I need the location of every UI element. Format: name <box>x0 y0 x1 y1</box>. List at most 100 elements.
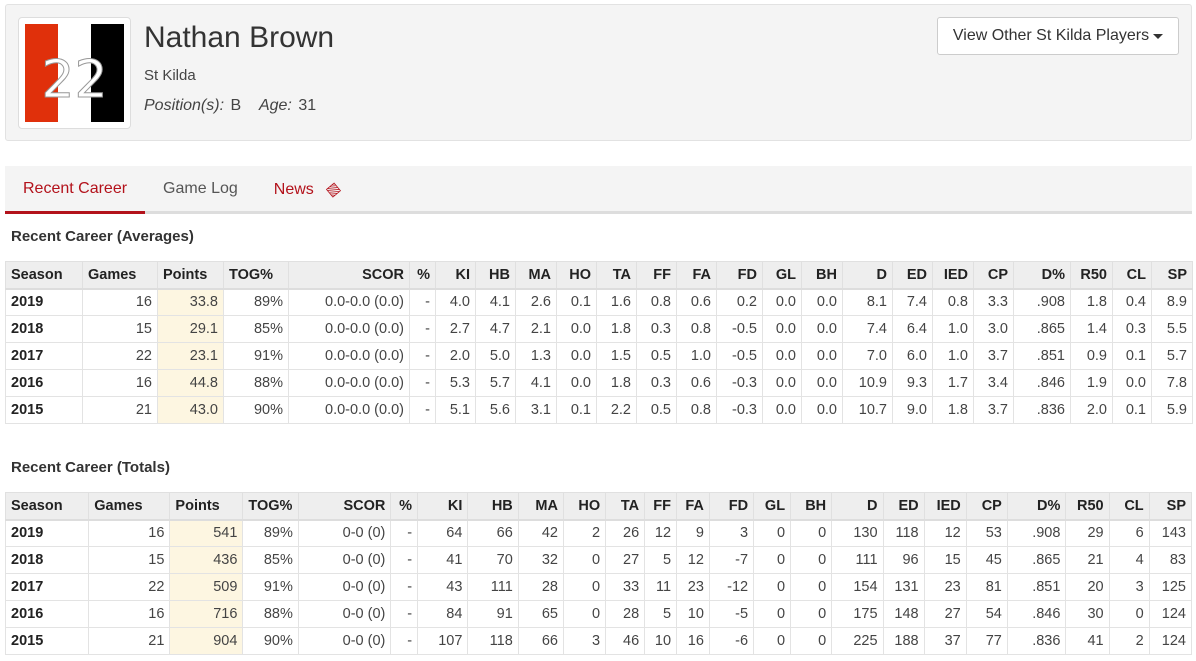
column-header[interactable]: Season <box>4 492 90 521</box>
column-header[interactable]: KI <box>417 492 469 521</box>
table-cell: 0.0 <box>762 342 802 370</box>
table-cell: 7.4 <box>842 315 893 343</box>
column-header[interactable]: TA <box>605 492 646 521</box>
column-header[interactable]: R50 <box>1065 492 1110 521</box>
table-cell: 0.9 <box>1070 342 1113 370</box>
table-cell: 1.8 <box>596 315 637 343</box>
table-cell: -12 <box>708 573 755 601</box>
column-header[interactable]: TA <box>596 261 637 290</box>
position-value: B <box>230 97 242 114</box>
column-header[interactable]: TOG% <box>223 261 289 290</box>
table-cell: 16 <box>676 627 710 655</box>
column-header[interactable]: BH <box>801 261 843 290</box>
table-cell: 0.0 <box>801 369 843 397</box>
column-header[interactable]: Points <box>157 261 224 290</box>
table-cell: 5.6 <box>475 396 516 424</box>
table-cell: 15 <box>88 546 171 574</box>
table-cell: 0.0 <box>556 369 597 397</box>
table-cell: 66 <box>467 519 519 547</box>
column-header[interactable]: FD <box>708 492 755 521</box>
column-header[interactable]: FD <box>716 261 763 290</box>
column-header[interactable]: KI <box>435 261 476 290</box>
column-header[interactable]: CL <box>1108 492 1150 521</box>
table-cell: 0 <box>753 546 792 574</box>
table-cell: 904 <box>169 627 244 655</box>
table-cell: 1.5 <box>596 342 637 370</box>
view-other-players-dropdown[interactable]: View Other St Kilda Players <box>937 17 1179 55</box>
tab-recent-career[interactable]: Recent Career <box>5 166 146 214</box>
column-header[interactable]: GL <box>762 261 802 290</box>
table-cell: 22 <box>82 342 158 370</box>
column-header[interactable]: CL <box>1112 261 1152 290</box>
column-header[interactable]: % <box>409 261 436 290</box>
column-header[interactable]: SP <box>1148 492 1193 521</box>
table-cell: - <box>409 369 436 397</box>
table-cell: 2016 <box>5 369 83 397</box>
column-header[interactable]: D <box>831 492 884 521</box>
table-cell: 12 <box>644 519 678 547</box>
column-header[interactable]: BH <box>790 492 833 521</box>
column-header[interactable]: HO <box>562 492 607 521</box>
column-header[interactable]: % <box>390 492 419 521</box>
column-header[interactable]: D% <box>1013 261 1071 290</box>
table-cell: 1.8 <box>596 369 637 397</box>
table-cell: 118 <box>467 627 519 655</box>
table-cell: 118 <box>882 519 925 547</box>
column-header[interactable]: ED <box>892 261 933 290</box>
column-header[interactable]: D <box>842 261 893 290</box>
table-cell: 70 <box>467 546 519 574</box>
column-header[interactable]: SCOR <box>288 261 410 290</box>
column-header[interactable]: CP <box>965 492 1008 521</box>
table-cell: 5.5 <box>1151 315 1193 343</box>
table-cell: 10.9 <box>842 369 893 397</box>
table-cell: .836 <box>1006 627 1067 655</box>
column-header[interactable]: Season <box>5 261 83 290</box>
column-header[interactable]: HB <box>467 492 519 521</box>
column-header[interactable]: HO <box>556 261 597 290</box>
column-header[interactable]: MA <box>517 492 564 521</box>
table-cell: -0.5 <box>716 315 763 343</box>
column-header[interactable]: Games <box>88 492 171 521</box>
column-header[interactable]: IED <box>932 261 974 290</box>
column-header[interactable]: CP <box>973 261 1014 290</box>
column-header[interactable]: FA <box>676 261 717 290</box>
table-cell: -6 <box>708 627 755 655</box>
column-header[interactable]: GL <box>753 492 792 521</box>
table-cell: 89% <box>223 288 289 316</box>
column-header[interactable]: R50 <box>1070 261 1113 290</box>
column-header[interactable]: FA <box>676 492 710 521</box>
column-header[interactable]: SCOR <box>297 492 392 521</box>
table-cell: 44.8 <box>157 369 224 397</box>
table-cell: 16 <box>88 600 171 628</box>
column-header[interactable]: Games <box>82 261 158 290</box>
column-header[interactable]: IED <box>923 492 967 521</box>
column-header[interactable]: TOG% <box>242 492 299 521</box>
table-cell: 5.7 <box>1151 342 1193 370</box>
column-header[interactable]: MA <box>515 261 557 290</box>
column-header[interactable]: D% <box>1006 492 1067 521</box>
table-cell: 1.9 <box>1070 369 1113 397</box>
table-cell: .846 <box>1013 369 1071 397</box>
column-header[interactable]: HB <box>475 261 516 290</box>
table-cell: 0.1 <box>556 288 597 316</box>
table-cell: 0.4 <box>1112 288 1152 316</box>
table-cell: 8.1 <box>842 288 893 316</box>
age-value: 31 <box>298 97 317 114</box>
table-cell: 3.7 <box>973 342 1014 370</box>
table-cell: 0.0 <box>556 315 597 343</box>
table-cell: 43 <box>417 573 469 601</box>
column-header[interactable]: FF <box>636 261 677 290</box>
column-header[interactable]: SP <box>1151 261 1193 290</box>
table-cell: 3.4 <box>973 369 1014 397</box>
table-cell: 65 <box>517 600 564 628</box>
table-cell: 0.0-0.0 (0.0) <box>288 342 410 370</box>
tab-news[interactable]: News ▧ <box>256 166 358 211</box>
table-cell: 0.3 <box>636 369 677 397</box>
column-header[interactable]: Points <box>169 492 244 521</box>
table-cell: - <box>390 519 419 547</box>
table-row: 2016 16 716 88% 0-0 (0) -84 91 65 0 28 5 10 -5 0 0 175 1… <box>4 600 1193 628</box>
column-header[interactable]: ED <box>882 492 925 521</box>
tab-game-log[interactable]: Game Log <box>163 180 238 197</box>
table-cell: 3.3 <box>973 288 1014 316</box>
column-header[interactable]: FF <box>644 492 678 521</box>
